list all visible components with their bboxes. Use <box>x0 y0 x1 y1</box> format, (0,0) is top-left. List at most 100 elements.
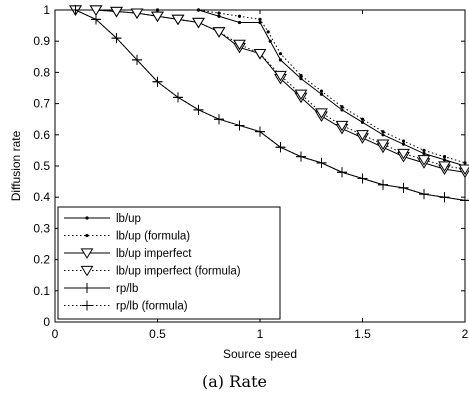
y-tick-label: 0.5 <box>33 159 50 173</box>
data-point <box>233 39 246 51</box>
data-point <box>217 11 221 15</box>
data-point <box>89 5 103 16</box>
data-point <box>212 27 226 38</box>
data-point <box>401 142 406 146</box>
data-point <box>171 14 185 26</box>
y-tick-label: 0.2 <box>33 253 50 267</box>
data-point <box>111 33 122 44</box>
data-point <box>192 17 205 29</box>
data-point <box>340 105 344 109</box>
data-point <box>278 58 283 62</box>
data-point <box>91 14 101 25</box>
y-tick-label: 0.9 <box>33 34 50 48</box>
data-point <box>335 120 349 132</box>
data-point <box>439 192 450 203</box>
y-tick-label: 0 <box>43 315 50 329</box>
data-point <box>82 283 92 293</box>
data-point <box>299 73 303 78</box>
data-point <box>214 114 224 125</box>
data-point <box>357 173 368 184</box>
x-tick-label: 1.5 <box>354 327 371 341</box>
figure-caption: (a) Rate <box>202 372 267 391</box>
y-axis-label: Diffusion rate <box>9 130 23 201</box>
legend-entry: lb/up imperfect <box>64 248 192 260</box>
data-point <box>296 151 306 162</box>
data-point <box>319 92 324 96</box>
legend-entry: lb/up <box>64 213 141 225</box>
legend-entry: rp/lb (formula) <box>64 300 188 313</box>
series-layer <box>69 5 469 206</box>
data-point <box>237 14 242 18</box>
data-point <box>463 161 467 165</box>
legend-box <box>57 206 281 320</box>
x-axis-label: Source speed <box>223 347 297 361</box>
data-point <box>258 17 262 21</box>
data-point <box>316 157 327 168</box>
y-tick-label: 0.3 <box>33 221 50 235</box>
series-line <box>75 9 466 170</box>
data-point <box>217 14 221 18</box>
data-point <box>340 108 344 112</box>
data-point <box>401 139 406 143</box>
data-point <box>360 117 365 121</box>
y-tick-label: 0.7 <box>33 97 50 111</box>
data-point <box>255 126 265 137</box>
data-point <box>82 300 92 311</box>
legend-label: lb/up imperfect <box>116 248 192 260</box>
data-point <box>196 8 201 12</box>
data-point <box>110 6 123 18</box>
x-tick-label: 1 <box>257 327 264 341</box>
data-point <box>356 130 369 141</box>
data-point <box>422 151 426 156</box>
y-tick-label: 0.8 <box>33 65 50 79</box>
data-point <box>80 265 94 277</box>
data-point <box>422 148 426 152</box>
data-point <box>378 179 388 190</box>
data-point <box>278 52 283 56</box>
data-point <box>151 11 164 23</box>
legend: lb/up lb/up (formula) lb/up imperfect lb/up… <box>57 206 281 320</box>
series-1 <box>73 8 467 165</box>
data-point <box>397 148 410 160</box>
data-point <box>419 189 429 200</box>
y-axis: 0 0.1 0.2 0.3 0.4 0.5 0.6 0.7 0.8 0.9 1 <box>33 3 465 329</box>
data-point <box>417 155 431 166</box>
data-point <box>130 8 144 20</box>
data-point <box>398 182 409 193</box>
data-point <box>275 142 286 153</box>
legend-label: lb/up imperfect (formula) <box>116 266 241 278</box>
data-point <box>85 233 89 238</box>
data-point <box>319 89 324 93</box>
data-point <box>458 164 469 176</box>
legend-entry: rp/lb <box>64 283 138 295</box>
x-tick-label: 2 <box>462 327 469 341</box>
data-point <box>274 70 287 82</box>
data-point <box>258 20 262 25</box>
data-point <box>381 133 385 137</box>
x-tick-label: 0.5 <box>149 327 166 341</box>
data-point <box>70 5 81 15</box>
data-point <box>438 161 451 172</box>
data-point <box>299 77 303 81</box>
data-point <box>237 20 242 25</box>
legend-entry: lb/up imperfect (formula) <box>64 266 241 278</box>
data-point <box>152 76 163 87</box>
series-5 <box>70 5 469 206</box>
data-point <box>360 120 365 124</box>
legend-label: rp/lb (formula) <box>116 301 188 313</box>
data-point <box>253 49 267 60</box>
data-point <box>376 139 390 151</box>
data-point <box>294 89 308 101</box>
y-tick-label: 0.6 <box>33 128 50 142</box>
legend-label: lb/up <box>116 213 141 225</box>
legend-entry: lb/up (formula) <box>64 231 190 243</box>
data-point <box>173 92 183 103</box>
data-point <box>193 104 204 115</box>
data-point <box>460 195 469 206</box>
y-tick-label: 1 <box>43 3 50 17</box>
data-point <box>85 216 89 220</box>
data-point <box>337 167 347 178</box>
x-tick-label: 0 <box>52 327 59 341</box>
y-tick-label: 0.4 <box>33 190 50 204</box>
data-point <box>442 155 447 159</box>
